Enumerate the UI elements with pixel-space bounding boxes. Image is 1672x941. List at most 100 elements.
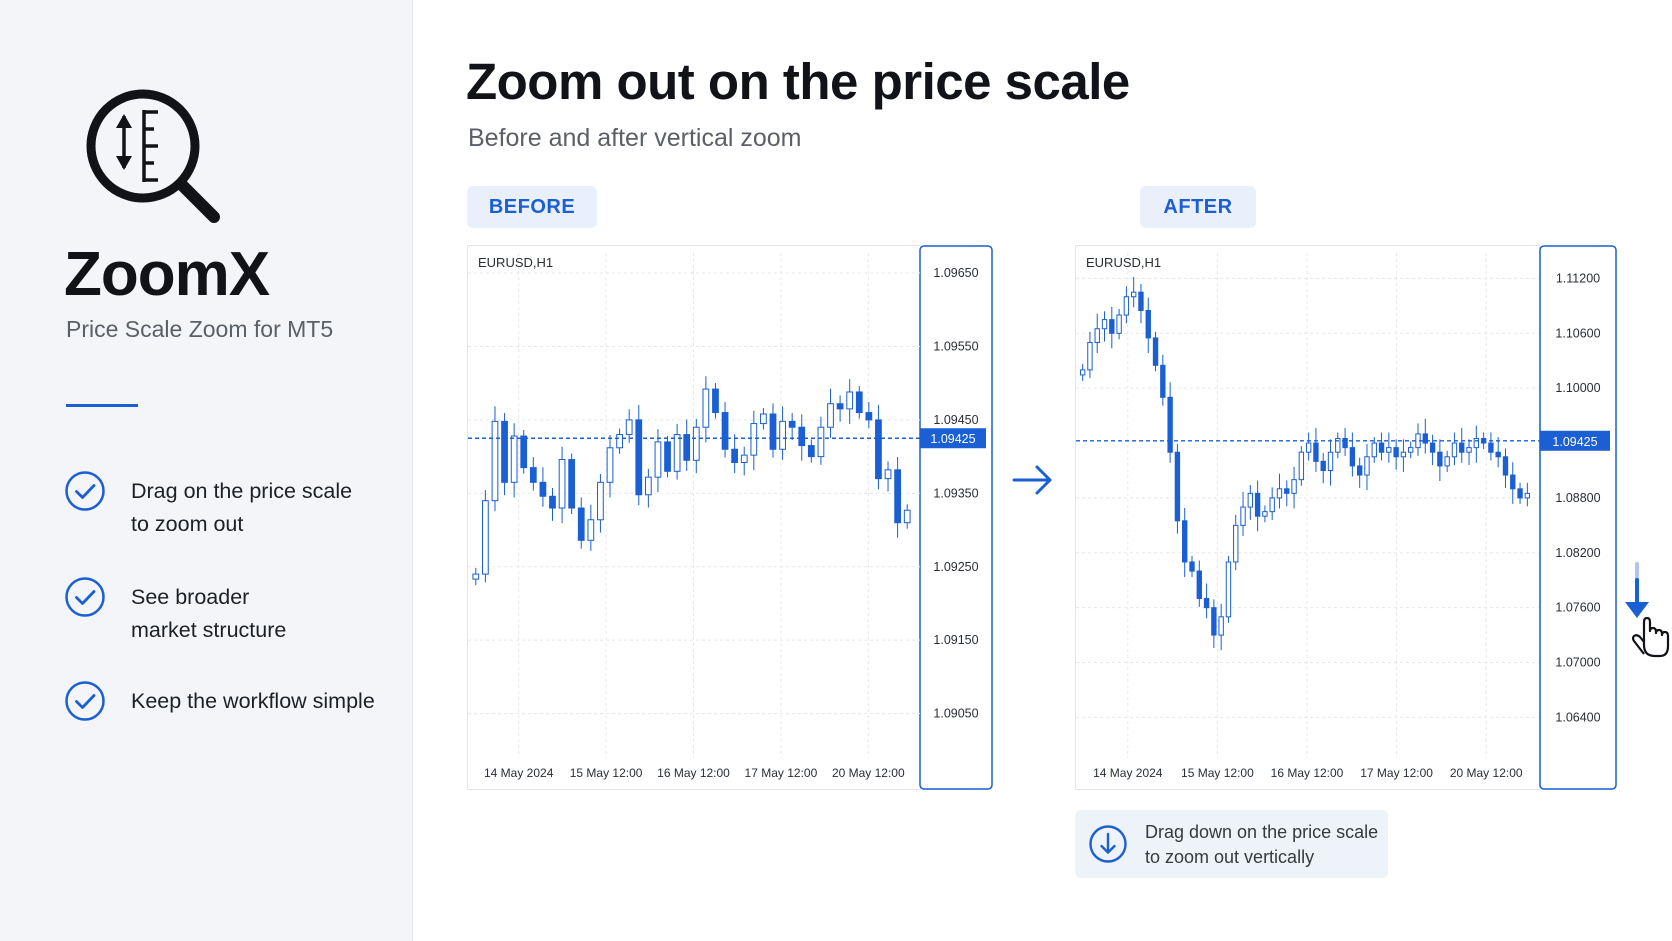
candle xyxy=(1262,505,1268,523)
candle xyxy=(721,401,729,458)
candle xyxy=(692,418,700,474)
candle-body xyxy=(539,481,547,497)
candle xyxy=(673,424,681,480)
candle-body xyxy=(1510,474,1516,490)
candle-body xyxy=(798,426,806,447)
candle xyxy=(1087,331,1093,379)
y-tick-label: 1.09550 xyxy=(933,339,978,353)
candle xyxy=(827,388,834,438)
candle-body xyxy=(616,434,623,449)
candle-body xyxy=(1305,442,1312,453)
candle-body xyxy=(472,573,480,580)
chart-symbol: EURUSD,H1 xyxy=(1086,255,1161,270)
candle-body xyxy=(1160,364,1166,398)
candle-body xyxy=(1269,497,1275,513)
candle-body xyxy=(1130,291,1137,298)
y-tick-label: 1.06400 xyxy=(1555,710,1600,724)
candle-body xyxy=(558,459,566,509)
candle xyxy=(1451,432,1458,466)
candle xyxy=(491,406,499,512)
candle-body xyxy=(1393,447,1399,458)
candle-body xyxy=(1437,451,1443,467)
candle xyxy=(482,490,489,583)
feature-text-line2: market structure xyxy=(131,618,287,642)
candle xyxy=(1101,311,1108,342)
price-scale xyxy=(919,245,993,790)
candle xyxy=(587,504,595,551)
candle-body xyxy=(568,459,576,509)
candle-body xyxy=(894,469,901,524)
candle-body xyxy=(846,391,854,410)
candle-body xyxy=(1094,328,1100,343)
candle xyxy=(779,406,786,460)
candle xyxy=(577,497,585,549)
x-tick-label: 15 May 12:00 xyxy=(570,766,643,780)
candle xyxy=(1167,382,1173,463)
candle xyxy=(1152,331,1159,372)
candle xyxy=(1247,485,1254,520)
candle-body xyxy=(1203,598,1210,609)
price-scale-labels: 1.11200 1.10600 1.10000 1.08800 1.08200 1.076… xyxy=(1555,271,1600,724)
candle-body xyxy=(1123,296,1130,316)
check-circle-icon xyxy=(65,471,105,511)
candle-body xyxy=(1488,442,1494,453)
candle-body xyxy=(1371,442,1377,458)
check-circle-icon xyxy=(65,681,105,721)
candle-body xyxy=(827,403,834,428)
candle-body xyxy=(1444,456,1450,467)
x-tick-label: 14 May 2024 xyxy=(1093,766,1163,780)
candle xyxy=(606,434,614,498)
x-tick-label: 16 May 12:00 xyxy=(1271,766,1344,780)
hint-text-line1: Drag down on the price scale xyxy=(1145,822,1379,842)
chart-before: 1.09650 1.09550 1.09450 1.09350 1.09250 1.091… xyxy=(467,245,994,790)
y-tick-label: 1.09450 xyxy=(933,413,978,427)
candle xyxy=(1495,437,1501,468)
x-tick-label: 17 May 12:00 xyxy=(1360,766,1433,780)
candle-body xyxy=(1298,451,1305,481)
candle-body xyxy=(712,388,719,414)
candle-body xyxy=(1101,319,1108,330)
candle xyxy=(1364,443,1370,491)
candle xyxy=(1145,297,1151,353)
candle-body xyxy=(1284,488,1290,494)
y-tick-label: 1.08800 xyxy=(1555,491,1600,505)
candle-body xyxy=(683,434,691,461)
chart-symbol: EURUSD,H1 xyxy=(478,255,553,270)
y-tick-label: 1.07600 xyxy=(1555,601,1600,615)
candle xyxy=(1203,583,1210,619)
candle-body xyxy=(1254,492,1261,517)
candle xyxy=(1298,446,1305,486)
sidebar: ZoomX Price Scale Zoom for MT5 Drag on t… xyxy=(0,0,413,941)
candle-body xyxy=(875,419,882,480)
candle-body xyxy=(1386,447,1392,453)
candle xyxy=(644,468,652,508)
candle xyxy=(712,383,719,419)
candle-body xyxy=(491,420,499,502)
candle xyxy=(1488,432,1494,461)
candle xyxy=(1422,418,1428,454)
check-circle-icon xyxy=(65,577,105,617)
candle xyxy=(1429,434,1436,466)
candle xyxy=(1130,277,1137,308)
candle xyxy=(807,439,815,463)
candle-body xyxy=(644,476,652,496)
candlestick-chart: 1.11200 1.10600 1.10000 1.08800 1.08200 1.076… xyxy=(1075,245,1617,790)
candle-body xyxy=(1473,437,1480,449)
y-tick-label: 1.10600 xyxy=(1555,326,1600,340)
feature-text-line2: to zoom out xyxy=(131,512,244,536)
candle-body xyxy=(884,469,892,480)
y-tick-label: 1.09150 xyxy=(933,633,978,647)
candle-body xyxy=(549,495,556,509)
candle-body xyxy=(779,420,786,450)
candle xyxy=(1189,555,1195,578)
arrow-right-icon xyxy=(1012,465,1052,495)
app-tagline: Price Scale Zoom for MT5 xyxy=(66,316,334,342)
x-tick-label: 14 May 2024 xyxy=(484,766,554,780)
candle-body xyxy=(597,481,604,521)
current-price-label: 1.09425 xyxy=(1552,435,1597,449)
y-tick-label: 1.09650 xyxy=(933,266,978,280)
candle-body xyxy=(692,426,700,461)
candle-body xyxy=(1138,291,1144,311)
candle xyxy=(520,430,528,474)
feature-text: Keep the workflow simple xyxy=(131,685,401,718)
